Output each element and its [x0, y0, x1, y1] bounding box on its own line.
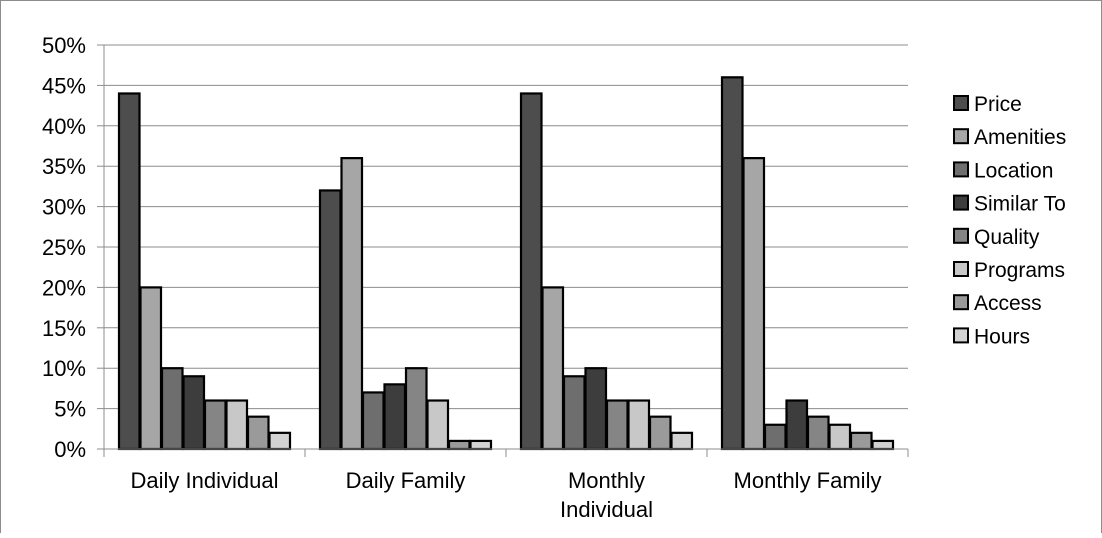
bar-location: [361, 391, 385, 451]
bar-quality: [605, 399, 629, 451]
legend-swatch: [953, 194, 969, 211]
legend-label: Price: [974, 93, 1022, 116]
legend-swatch: [953, 227, 969, 244]
bar-similar-to: [383, 383, 407, 451]
legend-label: Programs: [974, 259, 1065, 282]
bar-programs: [225, 399, 249, 451]
y-tick-label: 25%: [42, 235, 86, 260]
bar-access: [849, 431, 873, 451]
x-axis-labels: Daily Individual Daily Family Monthly Indiv…: [131, 468, 882, 522]
bar-programs: [828, 423, 852, 451]
bar-access: [648, 415, 672, 451]
bar-price: [519, 92, 543, 451]
legend-swatch: [953, 294, 969, 311]
bar-access: [246, 415, 270, 451]
bar-programs: [627, 399, 651, 451]
legend-label: Location: [974, 159, 1053, 182]
legend-swatch: [953, 95, 969, 111]
x-tick-label: Monthly: [568, 468, 645, 493]
bar-price: [117, 92, 141, 451]
legend-swatch: [953, 327, 969, 344]
legend-label: Access: [974, 292, 1042, 315]
bar-hours: [268, 431, 292, 451]
bar-location: [160, 367, 184, 451]
y-tick-label: 10%: [42, 356, 86, 381]
legend-swatch: [953, 161, 969, 178]
y-tick-label: 20%: [42, 275, 86, 300]
y-tick-label: 35%: [42, 154, 86, 179]
y-tick-label: 0%: [54, 437, 86, 462]
bar-price: [720, 76, 744, 451]
bar-similar-to: [182, 375, 206, 451]
y-tick-label: 50%: [42, 33, 86, 58]
y-tick-label: 5%: [54, 397, 86, 422]
x-axis: [97, 44, 909, 457]
y-tick-label: 45%: [42, 73, 86, 98]
x-tick-label: Individual: [560, 497, 653, 522]
bar-location: [763, 423, 787, 451]
legend-label: Amenities: [974, 126, 1066, 149]
bar-quality: [404, 367, 428, 451]
bar-amenities: [139, 286, 163, 451]
bar-amenities: [340, 157, 364, 451]
bars: [117, 76, 895, 451]
legend: Price Amenities Location Similar To Quality P…: [953, 93, 1066, 348]
legend-swatch: [953, 261, 969, 277]
bar-programs: [426, 399, 450, 451]
bar-price: [318, 189, 342, 451]
bar-amenities: [742, 157, 766, 451]
bar-location: [562, 375, 586, 451]
bar-hours: [670, 431, 694, 451]
y-tick-label: 15%: [42, 316, 86, 341]
x-tick-label: Daily Family: [346, 468, 466, 493]
legend-swatch: [953, 128, 969, 145]
x-tick-label: Daily Individual: [131, 468, 279, 493]
bar-quality: [806, 415, 830, 451]
y-tick-label: 40%: [42, 114, 86, 139]
bar-similar-to: [584, 367, 608, 451]
bar-amenities: [541, 286, 565, 451]
y-axis-ticks: 0% 5% 10% 15% 20% 25% 30% 35% 40% 45% 50%: [42, 33, 86, 462]
bar-access: [447, 439, 471, 451]
x-tick-label: Monthly Family: [734, 468, 882, 493]
legend-label: Hours: [974, 325, 1030, 348]
y-tick-label: 30%: [42, 195, 86, 220]
bar-quality: [203, 399, 227, 451]
bar-similar-to: [785, 399, 809, 451]
bar-hours: [469, 439, 493, 451]
bar-hours: [871, 439, 895, 451]
gridlines: [104, 44, 908, 410]
legend-label: Similar To: [974, 193, 1066, 216]
legend-label: Quality: [974, 226, 1040, 249]
